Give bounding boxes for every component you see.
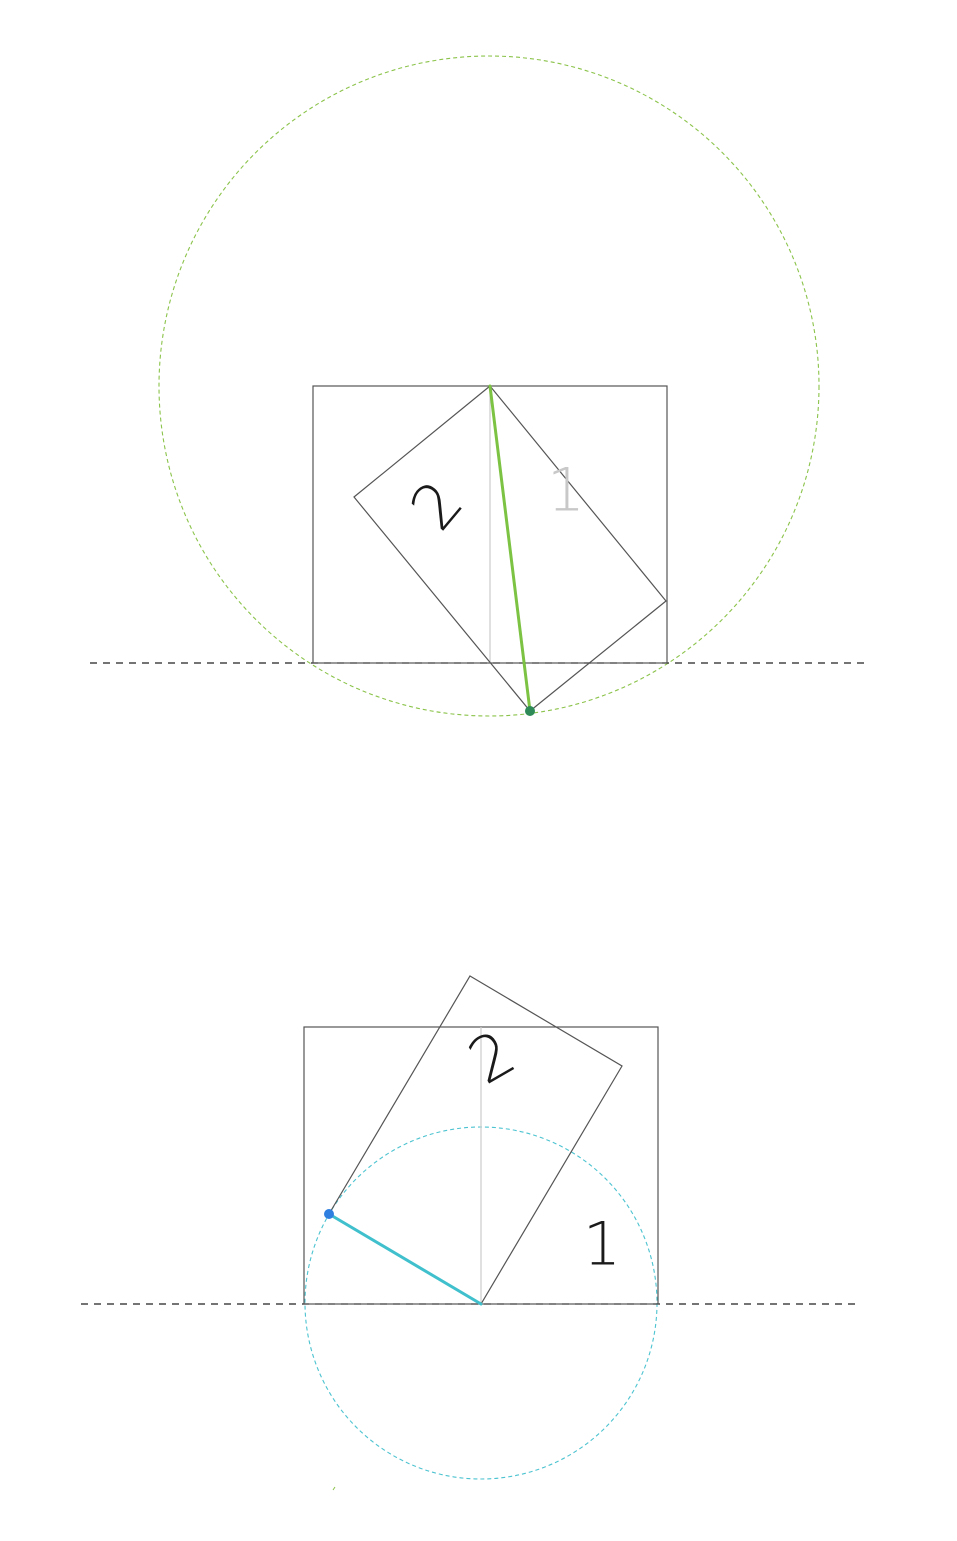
bottom-endpoint-dot — [324, 1209, 334, 1219]
top-endpoint-dot — [525, 706, 535, 716]
top-figure: 2 1 — [90, 55, 866, 717]
bottom-highlight-segment — [327, 1212, 483, 1306]
stray-mark — [332, 1486, 336, 1491]
bottom-label-two: 2 — [456, 1016, 527, 1099]
top-highlight-segment — [488, 384, 532, 713]
top-guide-circle — [158, 55, 820, 717]
top-label-two: 2 — [396, 467, 477, 544]
top-label-one: 1 — [547, 456, 585, 526]
bottom-label-one: 1 — [583, 1210, 621, 1280]
bottom-figure: 2 1 — [81, 975, 857, 1491]
